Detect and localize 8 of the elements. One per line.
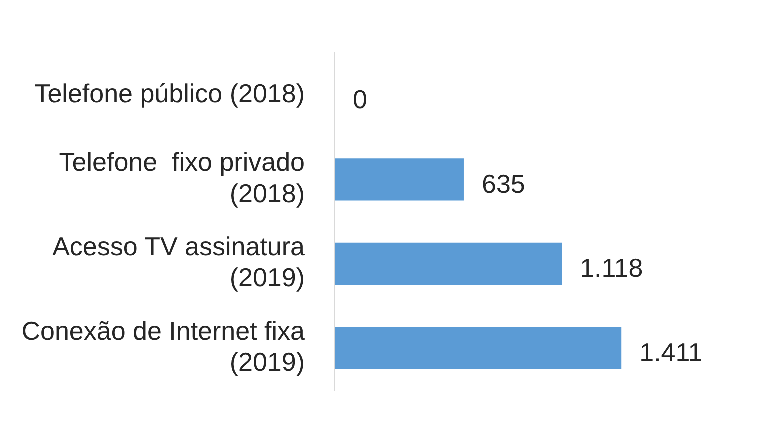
y-tick-label: Telefone fixo privado (2018)	[59, 147, 305, 208]
y-tick-label: Acesso TV assinatura (2019)	[52, 232, 306, 293]
data-label: 0	[353, 84, 368, 115]
y-tick-label: Telefone público (2018)	[34, 78, 305, 109]
data-label: 1.411	[640, 337, 703, 368]
y-tick-label: Conexão de Internet fixa (2019)	[22, 316, 306, 378]
data-label: 1.118	[580, 253, 644, 284]
data-label: 635	[482, 168, 526, 199]
